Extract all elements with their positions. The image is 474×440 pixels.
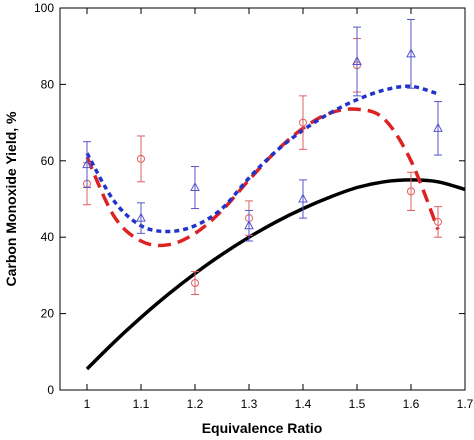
fit-curve-dotted: [85, 84, 439, 234]
triangle-point: [298, 193, 308, 203]
y-tick-label: 80: [41, 77, 55, 91]
fit-curve-solid: [85, 178, 466, 371]
x-tick-label: 1.6: [403, 397, 420, 411]
y-tick-label: 40: [41, 230, 55, 244]
y-tick-label: 0: [47, 383, 54, 397]
fit-curve-dashed: [85, 107, 440, 248]
x-tick-label: 1.2: [187, 397, 204, 411]
x-axis-title: Equivalence Ratio: [202, 420, 323, 436]
x-tick-label: 1.1: [133, 397, 150, 411]
y-axis-title: Carbon Monoxide Yield, %: [3, 111, 19, 287]
fit-curves: [85, 84, 466, 371]
x-tick-label: 1.7: [457, 397, 474, 411]
triangle-point: [190, 181, 200, 192]
triangle-point: [433, 122, 443, 132]
circle-point: [137, 154, 145, 163]
x-tick-label: 1: [84, 397, 91, 411]
triangle-point: [352, 55, 362, 65]
y-tick-label: 20: [41, 307, 55, 321]
data-points: [82, 18, 443, 295]
x-tick-label: 1.3: [241, 397, 258, 411]
circle-point: [299, 118, 307, 127]
triangle-point: [244, 220, 254, 230]
y-tick-label: 100: [34, 1, 54, 15]
axis-ticks: 1 1.1 1.2 1.3 1.4 1.5 1.6 1.7 0 20 40 60 80 100: [34, 1, 474, 411]
circle-point: [191, 279, 199, 288]
circle-point: [407, 187, 415, 196]
y-tick-label: 60: [41, 154, 55, 168]
triangle-point: [136, 212, 146, 222]
circle-point: [434, 217, 442, 226]
x-tick-label: 1.5: [349, 397, 366, 411]
triangle-point: [82, 159, 92, 169]
x-tick-label: 1.4: [295, 397, 312, 411]
triangle-point: [406, 48, 416, 58]
plot-frame: [59, 7, 466, 391]
